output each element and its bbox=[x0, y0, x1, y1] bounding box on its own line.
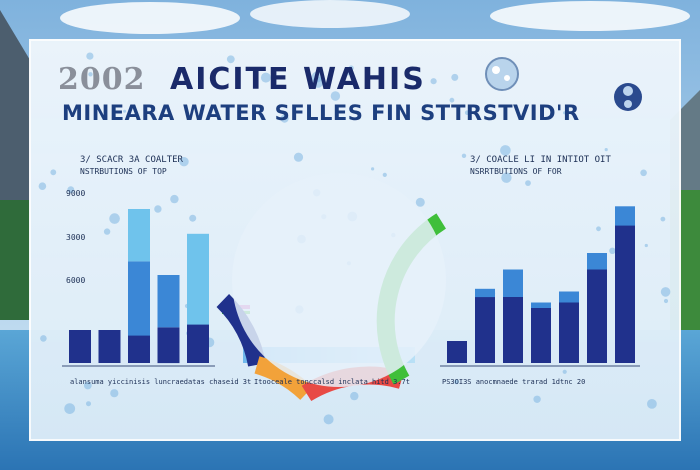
water-droplet bbox=[660, 216, 666, 222]
water-droplet bbox=[123, 109, 127, 113]
bar-segment bbox=[559, 302, 579, 363]
title-year: 2002 bbox=[58, 62, 146, 97]
bar-segment bbox=[475, 297, 495, 363]
left-bar-chart bbox=[62, 209, 215, 367]
water-drop-icon bbox=[614, 83, 642, 111]
left-panel-sublabel: NSTRBUTIONS OF TOP bbox=[80, 167, 167, 176]
right-panel-label: 3/ COACLE LI IN INTIOT OIT bbox=[470, 155, 611, 165]
water-droplet bbox=[562, 369, 567, 374]
bar-segment bbox=[531, 308, 551, 363]
gauge-segment bbox=[254, 356, 313, 401]
bar-segment bbox=[69, 330, 91, 363]
water-droplet bbox=[348, 65, 354, 71]
water-droplet bbox=[430, 78, 437, 85]
water-droplet bbox=[50, 169, 57, 176]
bar-segment bbox=[447, 341, 467, 363]
water-droplet bbox=[40, 335, 47, 342]
bar-segment bbox=[503, 297, 523, 363]
water-droplet bbox=[660, 287, 671, 297]
water-droplet bbox=[644, 243, 648, 248]
water-droplet bbox=[38, 182, 47, 190]
bar-segment bbox=[587, 269, 607, 363]
page-subtitle: MINEARA WATER SFLLES FIN STTRSTVID'R bbox=[62, 101, 580, 125]
right-bar-chart bbox=[440, 206, 640, 367]
water-droplet bbox=[170, 194, 179, 204]
water-droplet bbox=[663, 298, 669, 304]
water-droplet bbox=[500, 145, 511, 156]
water-droplet bbox=[88, 72, 93, 77]
bar-segment bbox=[559, 291, 579, 303]
bar-segment bbox=[503, 269, 523, 297]
page-title: AICITE WAHIS bbox=[170, 62, 426, 97]
water-droplet bbox=[344, 69, 351, 76]
mountain-left bbox=[0, 10, 30, 240]
water-droplet bbox=[179, 157, 189, 167]
water-droplet bbox=[280, 114, 289, 123]
water-droplet bbox=[382, 172, 387, 177]
water-droplet bbox=[86, 52, 94, 60]
bar-segment bbox=[98, 330, 121, 363]
water-droplet bbox=[525, 180, 531, 187]
water-droplet bbox=[501, 172, 512, 183]
water-droplet bbox=[323, 414, 334, 425]
water-droplet bbox=[449, 97, 455, 103]
bar-segment bbox=[157, 327, 180, 364]
bar-segment bbox=[128, 261, 150, 336]
water-droplet bbox=[350, 391, 359, 401]
bar-segment bbox=[128, 335, 150, 363]
bar-segment bbox=[531, 302, 551, 308]
water-droplet bbox=[371, 167, 375, 171]
water-droplet bbox=[67, 186, 75, 194]
gauge-caption: Itooceale tonccalsd inclata hitd 3.7t bbox=[254, 378, 410, 386]
water-droplet bbox=[609, 247, 616, 254]
left-axis-caption: alansuma yiccinisis luncraedatas chaseid… bbox=[70, 378, 252, 386]
cloud bbox=[250, 0, 410, 28]
water-droplet bbox=[64, 403, 76, 414]
water-droplet bbox=[83, 381, 92, 390]
water-droplet bbox=[103, 228, 111, 235]
water-droplet bbox=[154, 205, 162, 213]
water-droplet bbox=[596, 226, 601, 232]
bar-segment bbox=[615, 206, 635, 226]
water-droplet bbox=[415, 197, 425, 207]
left-panel-label: 3/ SCACR 3A COALTER bbox=[80, 155, 183, 165]
bar-segment bbox=[187, 324, 209, 363]
water-droplet bbox=[454, 379, 459, 385]
left-y-tick-label: 6000 bbox=[66, 276, 86, 285]
cloud bbox=[490, 1, 690, 31]
water-droplet bbox=[640, 169, 647, 177]
left-y-tick-label: 3000 bbox=[66, 233, 86, 242]
water-droplet bbox=[533, 395, 541, 403]
semicircle-gauge bbox=[216, 173, 447, 402]
bar-segment bbox=[187, 233, 209, 325]
bar-segment bbox=[615, 225, 635, 363]
right-axis-caption: PS3OI3S anocmnaede trarad 1dtnc 20 bbox=[442, 378, 586, 386]
water-droplet bbox=[311, 71, 323, 83]
bar-segment bbox=[128, 209, 150, 262]
cloud bbox=[60, 2, 240, 34]
right-panel-sublabel: NSRRTBUTIONS OF FOR bbox=[470, 167, 562, 176]
water-droplet bbox=[86, 401, 91, 407]
water-droplet bbox=[109, 213, 120, 224]
gauge-face bbox=[232, 173, 446, 387]
water-droplet bbox=[110, 389, 119, 398]
water-droplet bbox=[563, 111, 567, 115]
globe-icon bbox=[485, 57, 519, 91]
bar-segment bbox=[157, 275, 180, 328]
water-droplet bbox=[604, 148, 608, 152]
water-droplet bbox=[226, 55, 235, 64]
water-droplet bbox=[451, 73, 459, 81]
water-droplet bbox=[647, 399, 657, 409]
water-droplet bbox=[293, 152, 304, 162]
forest-left bbox=[0, 200, 30, 320]
bar-segment bbox=[475, 288, 495, 298]
bar-segment bbox=[587, 253, 607, 270]
left-y-tick-label: 9000 bbox=[66, 189, 86, 198]
water-droplet bbox=[260, 72, 271, 83]
water-droplet bbox=[464, 110, 470, 115]
water-droplet bbox=[461, 153, 467, 158]
water-droplet bbox=[330, 91, 341, 101]
water-droplet bbox=[189, 214, 197, 222]
